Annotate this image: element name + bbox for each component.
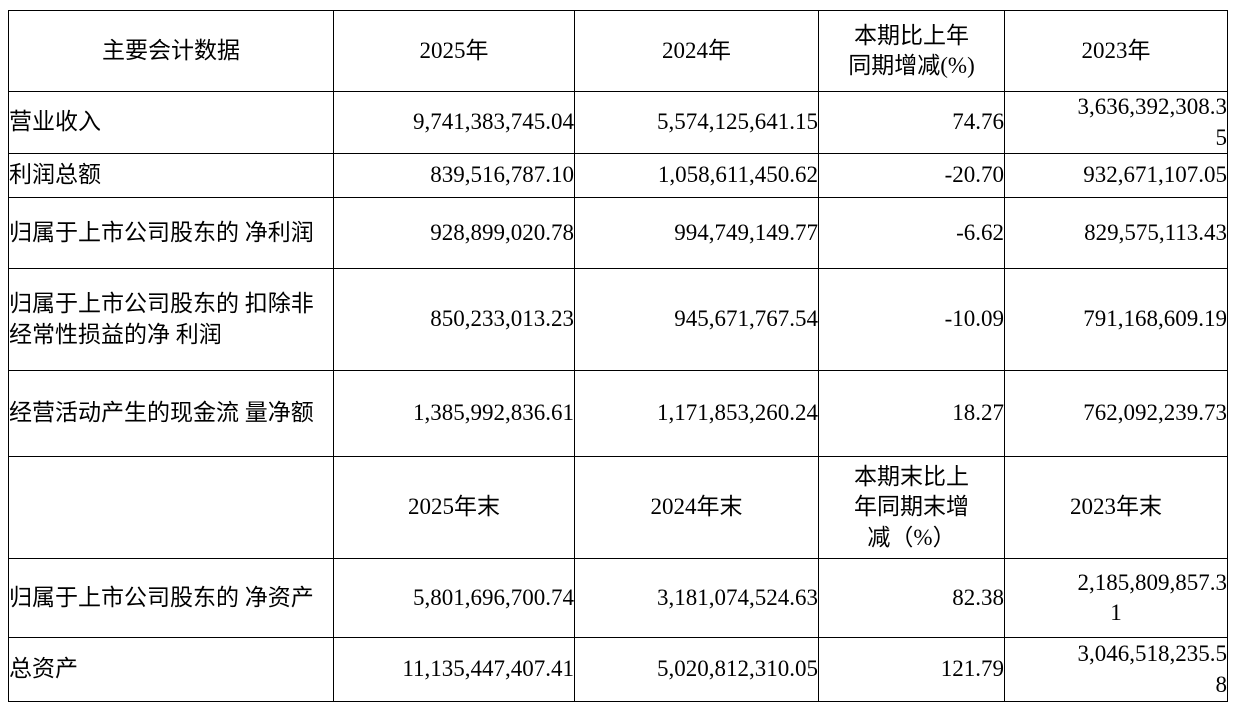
cell-operating-revenue-2024: 5,574,125,641.15 <box>574 91 819 154</box>
table-row: 营业收入 9,741,383,745.04 5,574,125,641.15 7… <box>8 91 1228 154</box>
header-cell-empty <box>8 456 334 559</box>
header-cell-2024: 2024年 <box>574 10 819 92</box>
cell-operating-cash-flow-2025: 1,385,992,836.61 <box>333 370 575 457</box>
header-cell-2023-end: 2023年末 <box>1004 456 1228 559</box>
cell-net-assets-change: 82.38 <box>818 558 1005 638</box>
row-label-line-2: 扣除非经常性损益的净 <box>9 291 314 347</box>
row-label-operating-revenue: 营业收入 <box>8 91 334 154</box>
table-row: 经营活动产生的现金流 量净额 1,385,992,836.61 1,171,85… <box>8 370 1228 457</box>
cell-deducted-net-profit-2023: 791,168,609.19 <box>1004 268 1228 371</box>
row-label-line-1: 经营活动产生的现金流 <box>9 400 239 426</box>
cell-deducted-net-profit-2025: 850,233,013.23 <box>333 268 575 371</box>
row-label-operating-cash-flow: 经营活动产生的现金流 量净额 <box>8 370 334 457</box>
cell-total-assets-2024: 5,020,812,310.05 <box>574 637 819 702</box>
header-cell-2024-end: 2024年末 <box>574 456 819 559</box>
value-line-2: 5 <box>1215 124 1228 150</box>
row-label-line-3: 利润 <box>175 321 222 347</box>
row-label-net-profit-attributable: 归属于上市公司股东的 净利润 <box>8 197 334 269</box>
row-label-deducted-net-profit: 归属于上市公司股东的 扣除非经常性损益的净 利润 <box>8 268 334 371</box>
value-line-1: 3,636,392,308.3 <box>1077 94 1228 120</box>
value-line-1: 3,046,518,235.5 <box>1077 641 1228 667</box>
header-cell-2025: 2025年 <box>333 10 575 92</box>
cell-total-assets-2025: 11,135,447,407.41 <box>333 637 575 702</box>
cell-operating-revenue-2025: 9,741,383,745.04 <box>333 91 575 154</box>
cell-total-assets-2023: 3,046,518,235.5 8 <box>1004 637 1228 702</box>
cell-total-profit-2023: 932,671,107.05 <box>1004 153 1228 198</box>
cell-net-assets-2024: 3,181,074,524.63 <box>574 558 819 638</box>
header-cell-yoy-change: 本期比上年 同期增减(%) <box>818 10 1005 92</box>
header-cell-2025-end: 2025年末 <box>333 456 575 559</box>
row-label-line-2: 净资产 <box>244 584 314 610</box>
cell-total-profit-change: -20.70 <box>818 153 1005 198</box>
cell-net-assets-2025: 5,801,696,700.74 <box>333 558 575 638</box>
value-line-2: 1 <box>1110 600 1122 625</box>
cell-operating-revenue-2023: 3,636,392,308.3 5 <box>1004 91 1228 154</box>
header-period-end-line-2: 年同期末增 <box>854 494 969 520</box>
row-label-line-1: 归属于上市公司股东的 <box>9 584 239 610</box>
row-label-line-1: 归属于上市公司股东的 <box>9 291 239 317</box>
cell-deducted-net-profit-2024: 945,671,767.54 <box>574 268 819 371</box>
cell-operating-cash-flow-2024: 1,171,853,260.24 <box>574 370 819 457</box>
header-cell-period-end-change: 本期末比上 年同期末增 减（%） <box>818 456 1005 559</box>
cell-operating-revenue-change: 74.76 <box>818 91 1005 154</box>
cell-net-profit-attributable-change: -6.62 <box>818 197 1005 269</box>
cell-net-profit-attributable-2025: 928,899,020.78 <box>333 197 575 269</box>
cell-operating-cash-flow-change: 18.27 <box>818 370 1005 457</box>
header-cell-main-label: 主要会计数据 <box>8 10 334 92</box>
header-period-end-line-3: 减（%） <box>867 524 956 550</box>
row-label-line-1: 归属于上市公司股东的 <box>9 219 239 245</box>
value-line-1: 2,185,809,857.3 <box>1077 569 1228 595</box>
cell-operating-cash-flow-2023: 762,092,239.73 <box>1004 370 1228 457</box>
cell-total-profit-2025: 839,516,787.10 <box>333 153 575 198</box>
cell-deducted-net-profit-change: -10.09 <box>818 268 1005 371</box>
row-label-line-2: 净利润 <box>244 219 314 245</box>
value-line-2: 8 <box>1215 671 1228 697</box>
cell-total-assets-change: 121.79 <box>818 637 1005 702</box>
cell-net-profit-attributable-2023: 829,575,113.43 <box>1004 197 1228 269</box>
table-header-row-period-end: 2025年末 2024年末 本期末比上 年同期末增 减（%） 2023年末 <box>8 456 1228 559</box>
row-label-net-assets-attributable: 归属于上市公司股东的 净资产 <box>8 558 334 638</box>
header-yoy-line-2: 同期增减(%) <box>848 53 975 78</box>
main-accounting-data-table: 主要会计数据 2025年 2024年 本期比上年 同期增减(%) 2023年 营… <box>8 10 1228 702</box>
cell-net-assets-2023: 2,185,809,857.3 1 <box>1004 558 1228 638</box>
table-row: 利润总额 839,516,787.10 1,058,611,450.62 -20… <box>8 153 1228 198</box>
row-label-line-2: 量净额 <box>244 400 314 426</box>
header-period-end-line-1: 本期末比上 <box>854 463 969 489</box>
table-row: 总资产 11,135,447,407.41 5,020,812,310.05 1… <box>8 637 1228 702</box>
table-row: 归属于上市公司股东的 扣除非经常性损益的净 利润 850,233,013.23 … <box>8 268 1228 371</box>
header-yoy-line-1: 本期比上年 <box>854 22 969 48</box>
cell-net-profit-attributable-2024: 994,749,149.77 <box>574 197 819 269</box>
row-label-total-profit: 利润总额 <box>8 153 334 198</box>
cell-total-profit-2024: 1,058,611,450.62 <box>574 153 819 198</box>
table-row: 归属于上市公司股东的 净利润 928,899,020.78 994,749,14… <box>8 197 1228 269</box>
table-header-row-period: 主要会计数据 2025年 2024年 本期比上年 同期增减(%) 2023年 <box>8 10 1228 92</box>
table-row: 归属于上市公司股东的 净资产 5,801,696,700.74 3,181,07… <box>8 558 1228 638</box>
row-label-total-assets: 总资产 <box>8 637 334 702</box>
header-cell-2023: 2023年 <box>1004 10 1228 92</box>
